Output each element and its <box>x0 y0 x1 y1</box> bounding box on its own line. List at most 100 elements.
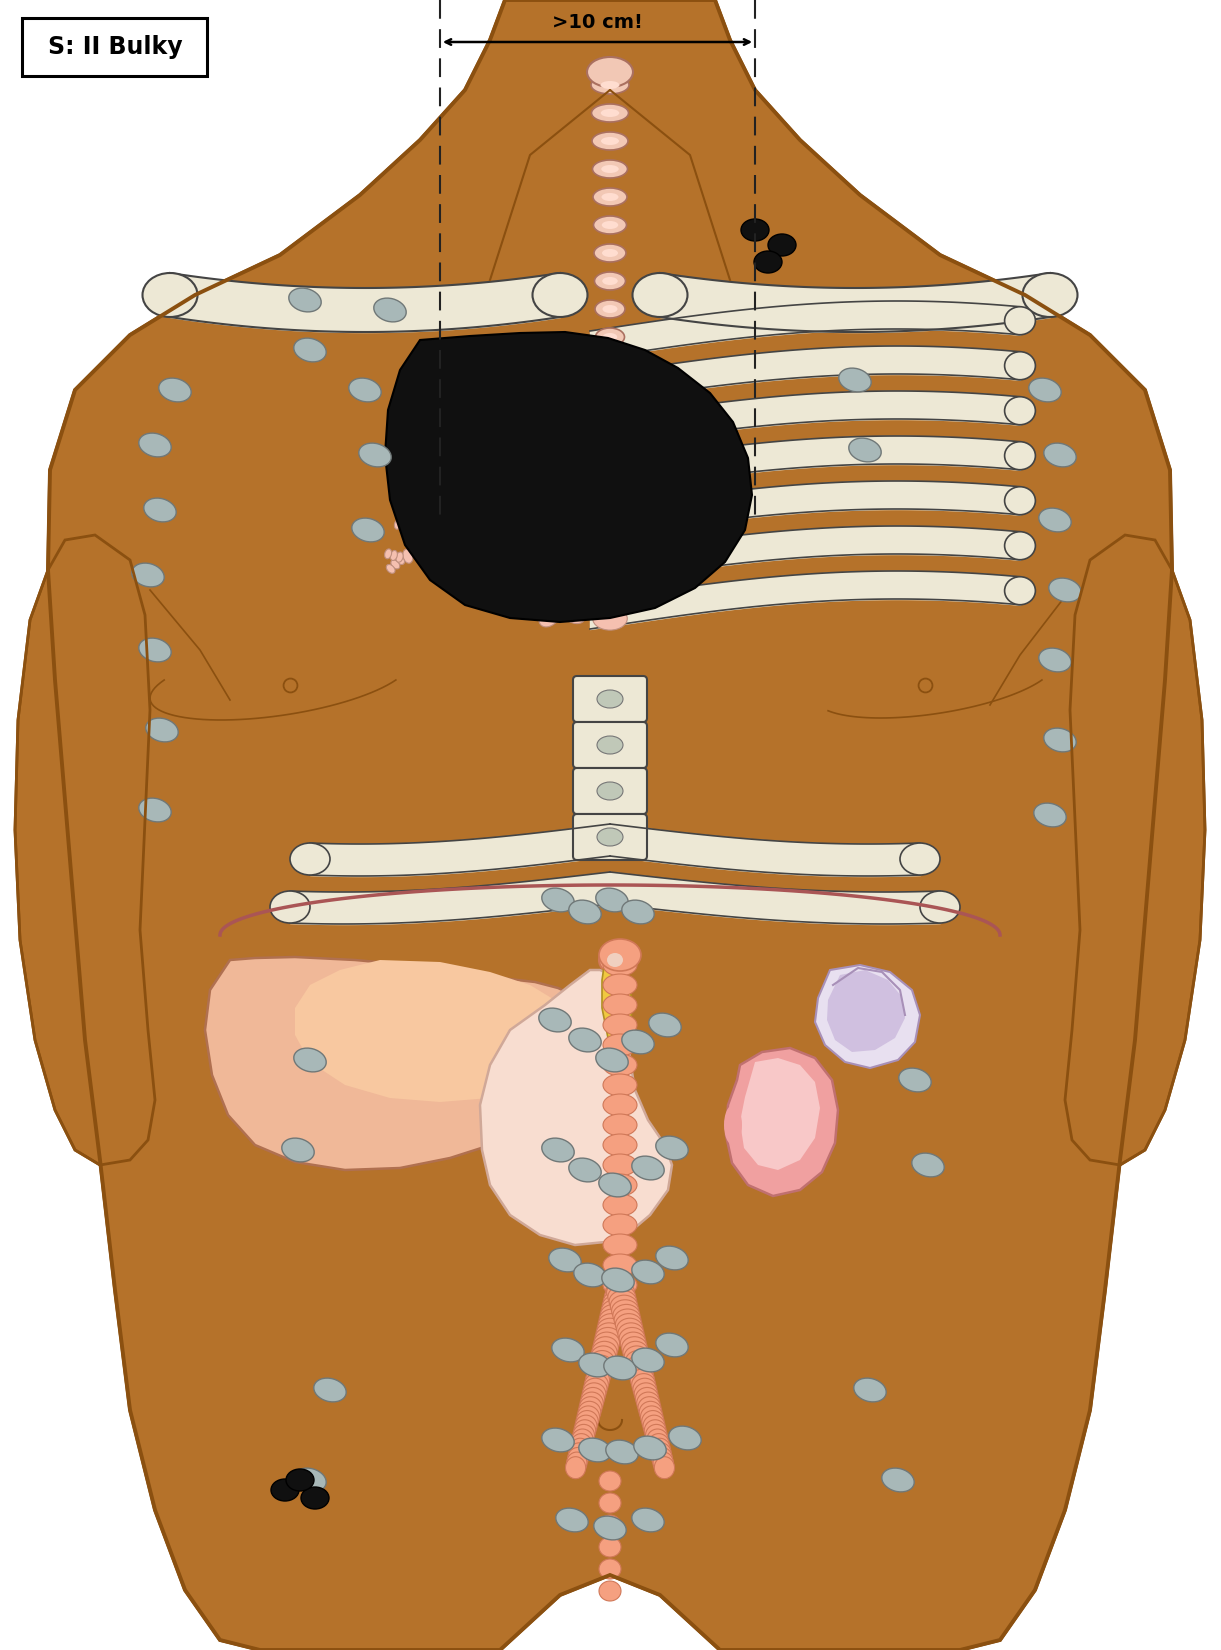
Ellipse shape <box>590 1351 614 1373</box>
Ellipse shape <box>473 549 487 569</box>
Ellipse shape <box>654 1457 674 1478</box>
Ellipse shape <box>642 1411 664 1432</box>
Ellipse shape <box>424 540 436 553</box>
Ellipse shape <box>882 1468 915 1492</box>
Ellipse shape <box>591 104 629 122</box>
Ellipse shape <box>538 602 563 627</box>
Ellipse shape <box>603 1254 637 1275</box>
Ellipse shape <box>600 1493 621 1513</box>
Ellipse shape <box>597 1318 624 1340</box>
Ellipse shape <box>592 1341 617 1363</box>
Polygon shape <box>814 965 919 1068</box>
Ellipse shape <box>603 1234 637 1256</box>
Ellipse shape <box>602 277 618 285</box>
Ellipse shape <box>603 1134 637 1157</box>
Ellipse shape <box>626 1355 651 1378</box>
Ellipse shape <box>610 1295 637 1317</box>
Ellipse shape <box>359 444 391 467</box>
Ellipse shape <box>662 516 670 530</box>
Ellipse shape <box>391 559 399 569</box>
Ellipse shape <box>482 474 490 482</box>
Ellipse shape <box>768 234 796 256</box>
Ellipse shape <box>900 843 940 874</box>
Ellipse shape <box>424 543 433 558</box>
Ellipse shape <box>613 1305 640 1327</box>
Ellipse shape <box>632 1378 657 1401</box>
Ellipse shape <box>603 1274 637 1295</box>
Ellipse shape <box>661 498 673 508</box>
Ellipse shape <box>575 1416 597 1437</box>
Ellipse shape <box>603 1094 637 1115</box>
Ellipse shape <box>603 1114 637 1135</box>
Ellipse shape <box>314 1378 347 1402</box>
Ellipse shape <box>407 523 416 530</box>
Ellipse shape <box>640 1401 662 1424</box>
Ellipse shape <box>643 1416 665 1437</box>
Ellipse shape <box>552 1338 584 1361</box>
Ellipse shape <box>612 1300 639 1322</box>
Ellipse shape <box>470 487 482 497</box>
Ellipse shape <box>578 1401 601 1424</box>
FancyBboxPatch shape <box>573 676 647 723</box>
Ellipse shape <box>596 888 629 912</box>
Ellipse shape <box>569 1442 590 1465</box>
Ellipse shape <box>568 1447 589 1470</box>
Ellipse shape <box>603 954 637 977</box>
Ellipse shape <box>606 1440 639 1464</box>
Ellipse shape <box>656 1137 689 1160</box>
Ellipse shape <box>396 556 404 564</box>
Ellipse shape <box>602 1295 630 1317</box>
Ellipse shape <box>631 1157 664 1180</box>
Ellipse shape <box>471 536 490 549</box>
Ellipse shape <box>578 1406 600 1427</box>
Ellipse shape <box>604 495 623 507</box>
Ellipse shape <box>601 165 619 173</box>
Ellipse shape <box>650 1439 670 1460</box>
Ellipse shape <box>586 561 608 581</box>
Ellipse shape <box>597 736 623 754</box>
Ellipse shape <box>600 1472 621 1492</box>
Ellipse shape <box>603 533 623 544</box>
Ellipse shape <box>573 1424 595 1447</box>
FancyBboxPatch shape <box>573 723 647 767</box>
Text: S: II Bulky: S: II Bulky <box>48 35 182 59</box>
Ellipse shape <box>404 512 414 518</box>
Ellipse shape <box>592 596 628 619</box>
Ellipse shape <box>621 901 654 924</box>
Ellipse shape <box>912 1153 944 1176</box>
Ellipse shape <box>648 1013 681 1036</box>
Ellipse shape <box>624 1346 650 1368</box>
Ellipse shape <box>396 553 403 563</box>
Ellipse shape <box>590 457 597 465</box>
Ellipse shape <box>1005 442 1035 470</box>
Ellipse shape <box>139 799 171 822</box>
Ellipse shape <box>603 333 618 342</box>
Ellipse shape <box>625 1351 651 1373</box>
Ellipse shape <box>606 483 619 495</box>
Ellipse shape <box>630 1370 654 1391</box>
Ellipse shape <box>603 1015 637 1036</box>
Ellipse shape <box>593 188 628 206</box>
Ellipse shape <box>405 516 415 525</box>
Ellipse shape <box>603 361 617 370</box>
Ellipse shape <box>475 548 495 563</box>
Ellipse shape <box>143 272 198 317</box>
Ellipse shape <box>635 1388 659 1409</box>
Ellipse shape <box>1039 648 1071 672</box>
Ellipse shape <box>755 251 781 272</box>
Ellipse shape <box>656 507 668 516</box>
Ellipse shape <box>620 1332 646 1355</box>
Ellipse shape <box>617 1318 643 1340</box>
Ellipse shape <box>614 1308 641 1332</box>
Ellipse shape <box>604 1356 636 1379</box>
Ellipse shape <box>556 1508 589 1531</box>
Ellipse shape <box>603 1153 637 1176</box>
Ellipse shape <box>468 525 486 538</box>
Ellipse shape <box>603 1054 637 1076</box>
Ellipse shape <box>374 299 407 322</box>
Ellipse shape <box>656 1246 689 1270</box>
Ellipse shape <box>286 1468 314 1492</box>
Ellipse shape <box>579 1353 612 1376</box>
Ellipse shape <box>580 1393 603 1414</box>
Polygon shape <box>205 957 600 1170</box>
